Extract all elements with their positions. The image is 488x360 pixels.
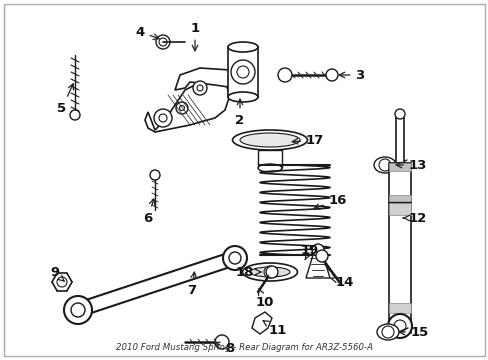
Ellipse shape [373,157,395,173]
Text: 7: 7 [187,272,196,297]
Circle shape [154,109,172,127]
Text: 3: 3 [339,68,364,81]
Text: 17: 17 [291,134,324,147]
Ellipse shape [232,130,307,150]
Circle shape [265,266,278,278]
Text: 2010 Ford Mustang Spring - Rear Diagram for AR3Z-5560-A: 2010 Ford Mustang Spring - Rear Diagram … [116,343,372,352]
Bar [388,163,410,203]
Bar [388,303,410,313]
Ellipse shape [240,133,299,147]
Text: 14: 14 [330,275,353,288]
Text: 9: 9 [50,266,64,282]
Bar [388,163,410,171]
Circle shape [70,110,80,120]
Text: 8: 8 [214,342,234,355]
Circle shape [394,109,404,119]
Ellipse shape [227,92,258,102]
Circle shape [387,314,411,338]
Bar [388,203,410,215]
Ellipse shape [249,267,289,277]
Text: 15: 15 [398,325,428,338]
Text: 13: 13 [395,158,427,171]
Text: 18: 18 [235,266,260,279]
Circle shape [230,60,254,84]
Text: 6: 6 [143,199,155,225]
Bar [258,150,282,168]
Circle shape [325,69,337,81]
Text: 19: 19 [300,243,319,260]
Circle shape [64,296,92,324]
Text: 16: 16 [313,194,346,210]
Bar [388,195,410,201]
Bar [395,118,403,163]
Bar [227,47,258,97]
Circle shape [278,68,291,82]
Text: 5: 5 [57,84,73,114]
Circle shape [381,326,393,338]
Circle shape [264,266,275,278]
Circle shape [193,81,206,95]
Circle shape [215,335,228,349]
Circle shape [378,159,390,171]
Polygon shape [251,312,271,334]
Ellipse shape [242,263,297,281]
Text: 11: 11 [263,321,286,337]
Circle shape [150,170,160,180]
Polygon shape [305,255,329,278]
Polygon shape [145,78,229,132]
Ellipse shape [227,42,258,52]
Circle shape [176,102,187,114]
Polygon shape [76,251,237,317]
Text: 4: 4 [135,26,159,40]
Circle shape [311,244,324,256]
Circle shape [315,250,327,262]
Text: 1: 1 [190,22,199,51]
Ellipse shape [376,324,398,340]
Circle shape [156,35,170,49]
Text: 2: 2 [235,99,244,126]
Bar [388,203,410,333]
Text: 10: 10 [255,289,274,309]
Circle shape [223,246,246,270]
Ellipse shape [258,164,282,172]
Text: 12: 12 [403,212,426,225]
Polygon shape [175,68,240,90]
